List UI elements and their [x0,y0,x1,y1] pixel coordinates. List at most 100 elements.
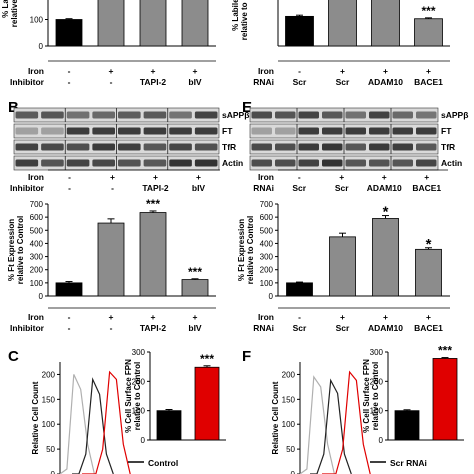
y-tick-label-E-400: 400 [260,239,274,248]
bar-D-2 [371,0,400,47]
condition-value-D-1-1: Scr [336,77,350,87]
blot-band-sAPPβ-6 [392,111,413,119]
y-tick-label-B-200: 200 [30,266,44,275]
bar-E-2 [372,218,399,297]
blot-band-FT-2 [298,127,319,135]
bar-D-0 [285,15,314,47]
blot-band-TfR-5 [369,143,390,151]
y-tick-label-B-600: 600 [30,213,44,222]
blot-cond-value-B-0-3: + [196,172,201,182]
blot-label-sAPPβ: sAPPβ [441,110,468,120]
panel-label-E: E [242,99,252,116]
blot-band-sAPPβ-0 [251,111,272,119]
blot-band-Actin-1 [275,159,296,167]
bar-A-0 [55,19,83,47]
y-tick-label-C-300: 300 [132,348,146,357]
blot-cond-value-B-1-3: bIV [192,183,206,193]
blot-band-TfR-0 [251,143,272,151]
blot-cond-value-E-1-3: BACE1 [412,183,441,193]
blot-band-sAPPβ-6 [169,111,192,119]
blot-band-sAPPβ-1 [275,111,296,119]
hist-y-tick-label-F-histogram-200: 200 [282,370,296,379]
condition-value-D-0-1: + [340,66,345,76]
condition-value-D-1-0: Scr [293,77,307,87]
condition-name-D-1: RNAi [253,77,274,87]
hist-y-tick-label-C-histogram-50: 50 [46,445,55,454]
hist-y-tick-label-C-histogram-150: 150 [42,395,56,404]
hist-series-F-histogram-0 [299,375,335,474]
condition-name-A-1: Inhibitor [10,77,45,87]
significance-D-3: *** [421,4,435,18]
bar-D-1 [328,0,357,47]
blot-band-TfR-2 [66,143,90,151]
bar-E-0 [286,282,313,297]
blot-band-FT-1 [41,127,64,135]
blot-label-FT: FT [222,126,233,136]
blot-band-TfR-3 [322,143,343,151]
y-label-E-1: relative to Control [246,216,255,284]
legend-label-F: Scr RNAi [390,458,427,468]
condition-value-E-1-3: BACE1 [414,323,443,333]
bar-D-3 [414,18,443,47]
blot-band-Actin-7 [194,159,218,167]
condition-value-A-1-3: bIV [188,77,202,87]
y-tick-label-C-100: 100 [132,407,146,416]
blot-cond-value-B-0-2: + [153,172,158,182]
y-label-B-1: relative to Control [16,216,25,284]
bar-B-3 [181,279,209,297]
hist-y-tick-label-C-histogram-100: 100 [42,420,56,429]
condition-name-E-0: Iron [258,312,274,322]
blot-band-sAPPβ-5 [369,111,390,119]
condition-value-B-1-1: - [110,323,113,333]
bar-F-1 [432,358,458,441]
y-tick-label-E-100: 100 [260,279,274,288]
blot-label-Actin: Actin [222,158,243,168]
y-tick-label-A-0: 0 [39,42,44,51]
condition-name-B-0: Iron [28,312,44,322]
significance-E-3: * [426,236,432,253]
blot-band-sAPPβ-1 [41,111,64,119]
blot-label-sAPPβ: sAPPβ [222,110,249,120]
blot-band-FT-0 [251,127,272,135]
condition-name-A-0: Iron [28,66,44,76]
blot-label-Actin: Actin [441,158,462,168]
significance-C-1: *** [200,352,214,366]
legend-label-C: Control [148,458,178,468]
bar-C-1 [194,366,220,441]
blot-band-TfR-2 [298,143,319,151]
blot-band-FT-4 [345,127,366,135]
blot-band-Actin-0 [251,159,272,167]
hist-y-tick-label-F-histogram-100: 100 [282,420,296,429]
blot-label-TfR: TfR [222,142,236,152]
hist-series-C-histogram-2 [82,370,131,474]
bar-B-0 [55,282,83,297]
blot-band-TfR-1 [41,143,64,151]
y-tick-label-E-700: 700 [260,200,274,209]
blot-band-sAPPβ-3 [322,111,343,119]
condition-name-E-1: RNAi [253,323,274,333]
blot-band-Actin-5 [143,159,167,167]
blot-cond-value-E-0-1: + [339,172,344,182]
condition-value-D-1-3: BACE1 [414,77,443,87]
bar-A-3 [181,0,209,47]
y-tick-label-E-0: 0 [269,292,274,301]
blot-label-FT: FT [441,126,452,136]
hist-y-label-C-histogram: Relative Cell Count [31,381,40,454]
y-label-C-0: % Cell Surface FPN [124,359,133,433]
blot-band-FT-3 [322,127,343,135]
condition-value-A-0-1: + [109,66,114,76]
condition-value-A-0-2: + [151,66,156,76]
blot-cond-value-B-1-0: - [68,183,71,193]
blot-cond-value-E-0-3: + [424,172,429,182]
blot-cond-value-E-1-0: Scr [292,183,306,193]
condition-value-E-0-1: + [340,312,345,322]
blot-band-TfR-6 [392,143,413,151]
blot-band-FT-6 [392,127,413,135]
bar-E-1 [329,236,356,297]
bar-A-1 [97,0,125,47]
condition-value-A-1-0: - [68,77,71,87]
bar-A-2 [139,0,167,47]
condition-value-A-0-3: + [193,66,198,76]
y-tick-label-B-700: 700 [30,200,44,209]
blot-band-FT-5 [369,127,390,135]
